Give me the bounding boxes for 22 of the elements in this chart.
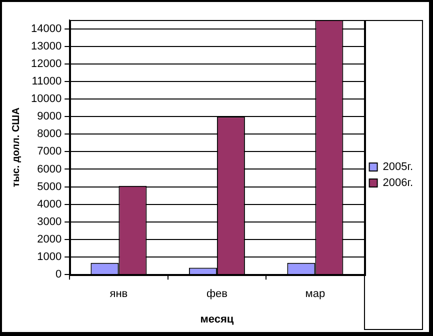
y-tick-label: 7000 (37, 146, 62, 158)
legend-label: 2006г. (382, 177, 414, 190)
y-tick-label: 0 (55, 268, 62, 281)
y-tick-label: 8000 (37, 128, 62, 140)
y-tick-label: 10000 (30, 93, 62, 106)
y-tick-label: 6000 (37, 163, 62, 176)
x-axis-title: месяц (200, 313, 234, 326)
y-tick-label: 11000 (32, 75, 62, 88)
y-tick-label: 13000 (30, 40, 62, 52)
y-tick-label: 12000 (30, 58, 62, 70)
y-axis-title: тыс. долл. США (10, 108, 22, 188)
y-tick-label: 1000 (37, 251, 62, 264)
x-tick-label: мар (305, 288, 326, 300)
x-tick-label: янв (110, 288, 128, 300)
y-tick-label: 14000 (30, 22, 62, 35)
y-tick-label: 4000 (37, 198, 62, 210)
y-tick-label: 9000 (37, 110, 62, 123)
y-tick-label: 5000 (37, 180, 62, 193)
y-tick-label: 3000 (37, 216, 62, 228)
x-tick-label: фев (206, 288, 228, 300)
y-tick-label: 2000 (37, 234, 62, 246)
legend-label: 2005г. (382, 161, 414, 174)
